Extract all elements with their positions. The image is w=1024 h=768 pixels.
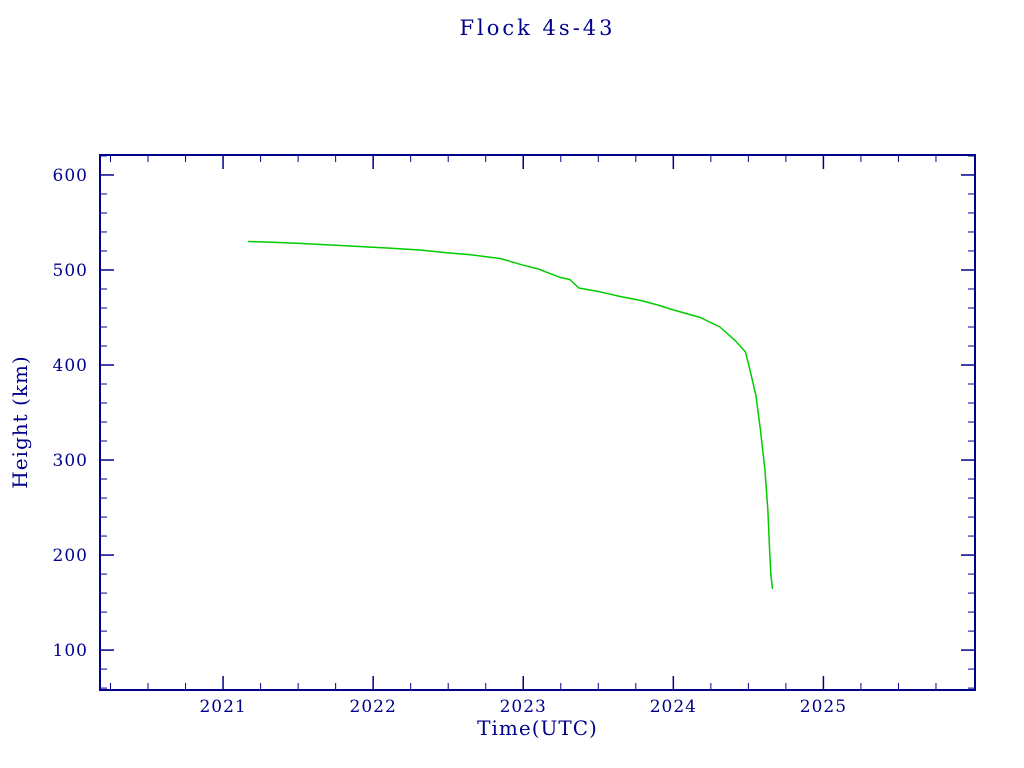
y-tick-label: 100 — [53, 641, 88, 661]
x-tick-label: 2025 — [800, 697, 847, 717]
y-tick-label: 500 — [53, 261, 88, 281]
x-tick-label: 2021 — [199, 697, 246, 717]
x-tick-label: 2024 — [650, 697, 697, 717]
y-tick-label: 200 — [53, 546, 88, 566]
height-decay-line — [247, 240, 774, 590]
plot-border — [99, 154, 976, 691]
y-tick-label: 400 — [53, 356, 88, 376]
x-tick-label: 2023 — [500, 697, 547, 717]
x-tick-label: 2022 — [350, 697, 397, 717]
y-tick-label: 300 — [53, 451, 88, 471]
chart-title: Flock 4s-43 — [459, 16, 616, 40]
x-axis-label: Time(UTC) — [477, 716, 598, 740]
y-tick-label: 600 — [53, 166, 88, 186]
